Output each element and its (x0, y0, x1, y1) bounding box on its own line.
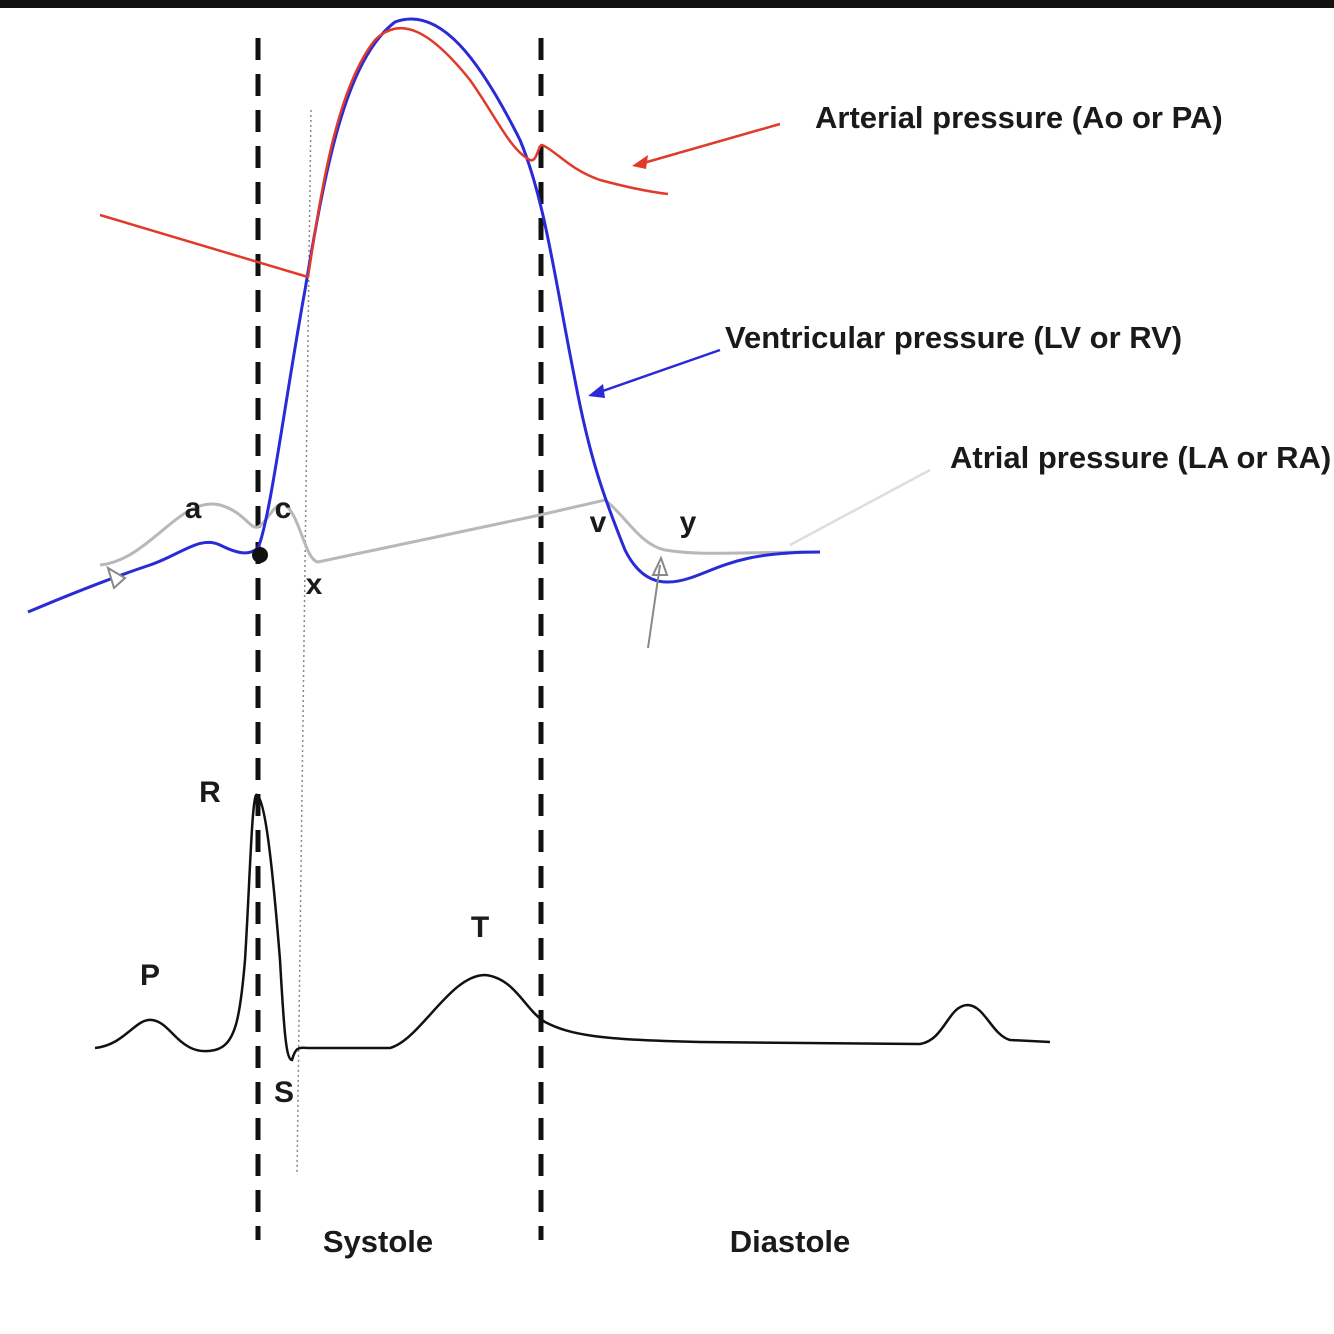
marker-dot (252, 547, 268, 563)
atrial-curve (99, 498, 821, 567)
wave-label: a (185, 492, 202, 525)
ventricular-curve (27, 17, 821, 614)
phase-label: Diastole (730, 1224, 851, 1259)
wave-label: v (590, 506, 607, 539)
wave-label: x (306, 568, 323, 601)
arrow (639, 122, 781, 166)
arrow (596, 348, 721, 395)
ecg-curve (94, 793, 1051, 1062)
arrow (789, 468, 931, 547)
ecg-label: S (274, 1076, 294, 1109)
arterial-line (99, 213, 309, 279)
arrowhead (588, 384, 605, 398)
label: Atrial pressure (LA or RA) (950, 440, 1331, 475)
phase-label: Systole (323, 1224, 433, 1259)
arrowhead (106, 565, 127, 590)
label: Arterial pressure (Ao or PA) (815, 100, 1223, 135)
wave-label: c (275, 492, 292, 525)
ecg-label: R (199, 776, 221, 809)
wave-label: y (680, 506, 697, 539)
arrowhead (651, 555, 669, 576)
arrowhead (632, 155, 648, 169)
ecg-label: P (140, 959, 160, 992)
ecg-label: T (471, 911, 489, 944)
arterial-curve (306, 26, 669, 278)
label: Ventricular pressure (LV or RV) (725, 320, 1182, 355)
arrow (647, 564, 661, 649)
top-bar (0, 0, 1334, 8)
